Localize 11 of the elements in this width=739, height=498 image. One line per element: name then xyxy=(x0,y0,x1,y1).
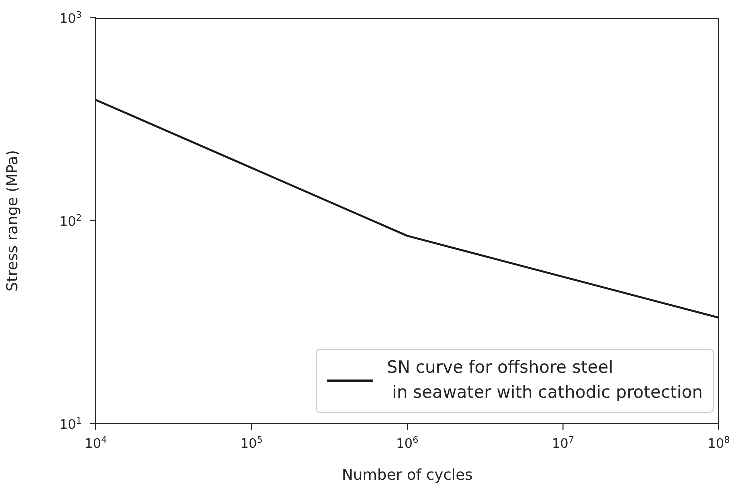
x-tick-label: 10$^{5}$ xyxy=(240,436,263,452)
y-tick-label: 10$^{3}$ xyxy=(60,11,82,27)
y-tick-label: 10$^{1}$ xyxy=(60,417,82,433)
x-tick-label: 10$^{7}$ xyxy=(552,436,574,452)
legend-label: SN curve for offshore steel in seawater with cathodic protection xyxy=(386,357,703,405)
y-tick-label: 10$^{2}$ xyxy=(60,214,82,230)
y-axis-title: Stress range (MPa) xyxy=(3,150,22,292)
x-tick-label: 10$^{4}$ xyxy=(84,436,108,452)
x-tick-label: 10$^{6}$ xyxy=(396,436,419,452)
x-axis-title: Number of cycles xyxy=(342,466,474,484)
x-tick-label: 10$^{8}$ xyxy=(708,436,730,452)
